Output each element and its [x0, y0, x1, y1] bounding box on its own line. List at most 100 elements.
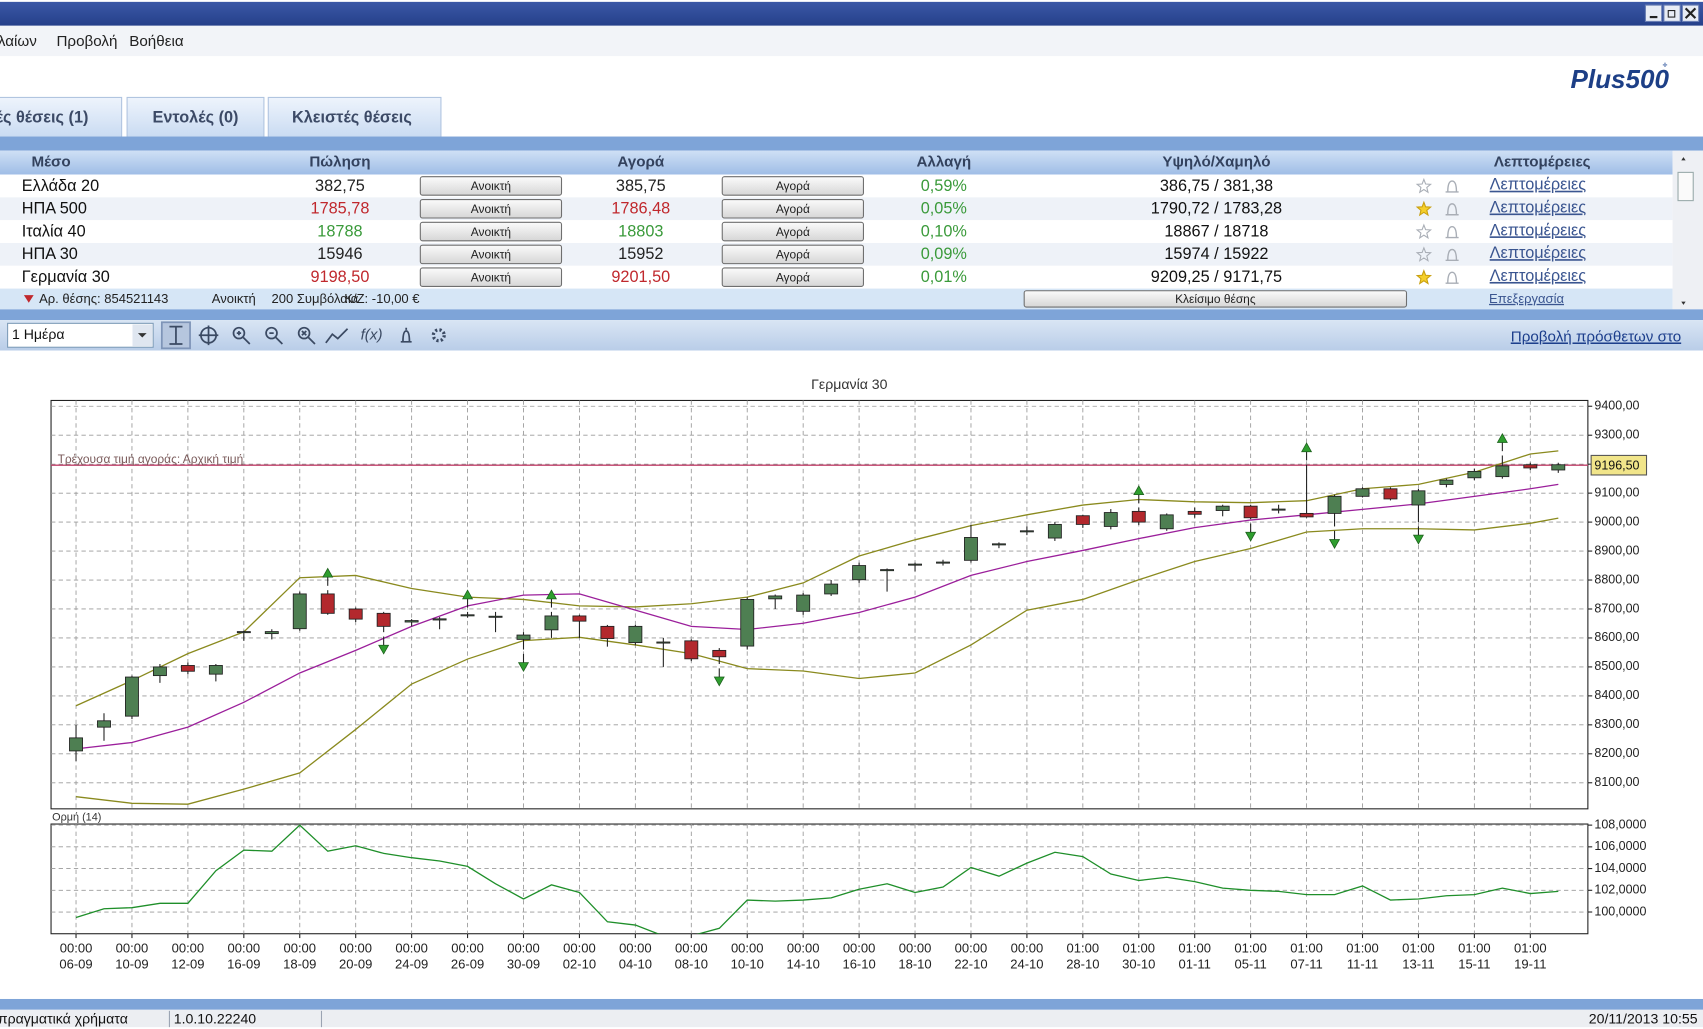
close-position-button[interactable] [1023, 290, 1408, 308]
icon-draw-line[interactable] [325, 328, 349, 344]
scroll-thumb[interactable] [1677, 171, 1694, 202]
favorite-star[interactable] [1415, 177, 1433, 194]
candle-body [740, 598, 755, 647]
details-link[interactable]: Λεπτομέρειες [1490, 244, 1587, 262]
alert-bell[interactable] [1445, 271, 1459, 284]
instrument-name[interactable]: Ιταλία 40 [22, 222, 86, 240]
y-tick-label: 104,0000 [1594, 861, 1646, 875]
alert-bell[interactable] [1445, 248, 1459, 262]
buy-price: 18803 [618, 222, 663, 240]
icon-zoom-reset[interactable] [297, 326, 311, 340]
status-bar [0, 1009, 1703, 1028]
candle-body [1467, 470, 1482, 479]
sell-button-label[interactable]: Ανοικτή [471, 270, 511, 284]
buy-button-label[interactable]: Αγορά [776, 202, 810, 216]
period-label[interactable]: 1 Ημέρα [12, 326, 65, 342]
favorite-star[interactable] [1415, 223, 1433, 240]
change: 0,09% [921, 245, 967, 263]
icon-settings[interactable] [431, 328, 446, 343]
sell-signal [713, 676, 725, 687]
buy-signal [1496, 432, 1508, 443]
instrument-name[interactable]: ΗΠΑ 500 [22, 200, 87, 218]
icon-zoom-in[interactable] [232, 326, 246, 340]
candle-body [125, 676, 139, 717]
sell-signal [1329, 539, 1341, 549]
x-tick-date: 24-10 [1010, 957, 1043, 972]
buy-button[interactable] [721, 244, 864, 265]
icon-alert[interactable] [400, 327, 412, 343]
x-tick-date: 30-09 [507, 957, 540, 972]
sell-button[interactable] [419, 267, 563, 287]
sell-button[interactable] [419, 244, 563, 265]
tab[interactable] [0, 96, 123, 139]
details-link[interactable]: Λεπτομέρειες [1490, 199, 1587, 217]
sell-button[interactable] [419, 176, 563, 196]
datetime: 20/11/2013 10:55 [1589, 1010, 1698, 1026]
candle-body [936, 561, 950, 564]
candle-body [796, 594, 811, 612]
sell-button[interactable] [419, 198, 563, 219]
sell-button[interactable] [419, 221, 563, 242]
menu-item[interactable]: Προβολή [56, 33, 117, 50]
title-bar [0, 1, 1703, 26]
x-tick-date: 18-09 [283, 957, 316, 972]
menu-item[interactable]: Βοήθεια [129, 33, 184, 50]
alert-bell[interactable] [1445, 225, 1459, 239]
details-link[interactable]: Λεπτομέρειες [1490, 267, 1587, 285]
tab-label[interactable]: Εντολές (0) [153, 108, 239, 126]
x-tick-time: 00:00 [228, 940, 261, 955]
column-header: Λεπτομέρειες [1494, 154, 1591, 171]
high-low: 9209,25 / 9171,75 [1151, 268, 1282, 286]
buy-button-label[interactable]: Αγορά [776, 225, 810, 239]
expand-arrow[interactable] [23, 295, 34, 303]
buy-button-label[interactable]: Αγορά [776, 179, 810, 193]
close-position-button-label[interactable]: Κλείσιμο θέσης [1175, 292, 1256, 306]
menu-item[interactable]: λαίων [0, 33, 37, 50]
favorite-star[interactable] [1415, 200, 1433, 217]
buy-button-label[interactable]: Αγορά [776, 248, 810, 262]
instrument-name[interactable]: ΗΠΑ 30 [22, 245, 78, 263]
candle-body [1523, 464, 1538, 469]
buy-button-label[interactable]: Αγορά [776, 270, 810, 284]
tab[interactable] [126, 96, 265, 139]
instrument-name[interactable]: Γερμανία 30 [22, 268, 110, 286]
buy-button[interactable] [721, 267, 864, 287]
buy-price: 1786,48 [611, 200, 670, 218]
icon-zoom-out[interactable] [265, 326, 278, 340]
favorite-star[interactable] [1415, 269, 1433, 285]
column-header: Πώληση [309, 154, 370, 171]
change: 0,59% [921, 177, 967, 195]
minimize-button[interactable] [1644, 4, 1663, 22]
edit-link[interactable]: Επεξεργασία [1489, 291, 1564, 306]
icon-function[interactable]: f(x) [361, 326, 383, 343]
restore-button[interactable] [1663, 4, 1681, 22]
sell-price: 18788 [317, 222, 362, 240]
change: 0,05% [921, 200, 967, 218]
account-type: πραγματικά χρήματα [0, 1010, 128, 1026]
buy-button[interactable] [721, 221, 864, 242]
sell-button-label[interactable]: Ανοικτή [471, 225, 511, 239]
x-tick-time: 00:00 [395, 940, 428, 955]
candle-body [1159, 514, 1174, 530]
sell-button-label[interactable]: Ανοικτή [471, 179, 511, 193]
frame-band [0, 136, 1703, 151]
instrument-name[interactable]: Ελλάδα 20 [22, 177, 99, 195]
alert-bell[interactable] [1445, 180, 1459, 193]
buy-button[interactable] [721, 198, 864, 219]
y-tick-label: 8400,00 [1594, 688, 1639, 702]
window-controls [1644, 4, 1700, 22]
favorite-star[interactable] [1415, 246, 1433, 262]
sell-button-label[interactable]: Ανοικτή [471, 202, 511, 216]
buy-signal [462, 589, 474, 600]
details-link[interactable]: Λεπτομέρειες [1490, 221, 1587, 239]
alert-bell[interactable] [1445, 203, 1459, 216]
period-dropdown[interactable] [7, 322, 154, 348]
buy-price: 15952 [618, 245, 663, 263]
addons-link[interactable]: Προβολή πρόσθετων στο [1511, 328, 1681, 345]
tab-label[interactable]: ές θέσεις (1) [0, 108, 88, 126]
tab-label[interactable]: Κλειστές θέσεις [292, 108, 412, 126]
details-link[interactable]: Λεπτομέρειες [1490, 176, 1587, 194]
buy-button[interactable] [721, 176, 864, 196]
sell-button-label[interactable]: Ανοικτή [471, 248, 511, 262]
candle-body [628, 625, 643, 644]
